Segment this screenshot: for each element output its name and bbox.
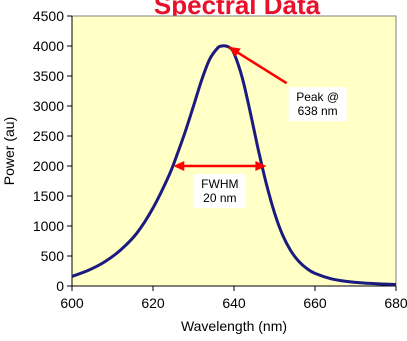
y-tick-label: 2000 [33, 158, 64, 174]
x-axis-label: Wavelength (nm) [181, 318, 287, 334]
y-tick-label: 3500 [33, 68, 64, 84]
y-tick-label: 4500 [33, 8, 64, 24]
peak-annotation-text: 638 nm [298, 104, 338, 118]
x-tick-label: 680 [384, 295, 407, 311]
y-tick-label: 1000 [33, 218, 64, 234]
y-tick-label: 2500 [33, 128, 64, 144]
peak-arrow-head [228, 46, 241, 57]
x-tick-label: 620 [141, 295, 165, 311]
fwhm-arrow-head-right [255, 161, 267, 171]
fwhm-annotation-text: 20 nm [203, 191, 236, 205]
x-tick-label: 660 [303, 295, 327, 311]
chart-title: Spectral Data [154, 0, 321, 20]
y-tick-label: 4000 [33, 38, 64, 54]
y-tick-label: 3000 [33, 98, 64, 114]
fwhm-annotation-text: FWHM [201, 177, 238, 191]
fwhm-arrow-head-left [173, 161, 185, 171]
y-tick-label: 500 [41, 248, 65, 264]
x-tick-label: 640 [222, 295, 246, 311]
peak-arrow-line [228, 45, 288, 85]
plot-area [71, 15, 397, 287]
peak-annotation-text: Peak @ [296, 90, 339, 104]
fwhm-label-box [193, 174, 246, 208]
x-tick-label: 600 [60, 295, 84, 311]
y-tick-label: 1500 [33, 188, 64, 204]
y-tick-label: 0 [56, 278, 64, 294]
peak-label-box [288, 87, 347, 122]
axes: 0 500 1000 1500 2000 2500 3000 3500 4000 4500 600 6… [33, 8, 407, 311]
y-axis-label: Power (au) [1, 117, 17, 185]
